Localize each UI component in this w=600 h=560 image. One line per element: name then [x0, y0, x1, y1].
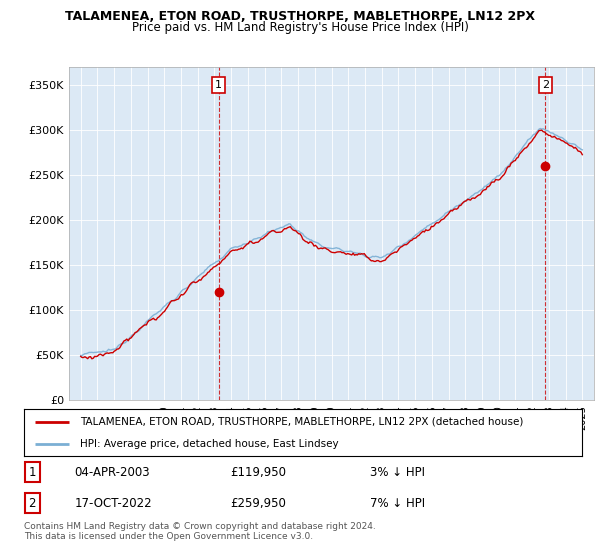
Text: 2: 2 — [542, 80, 549, 90]
Text: 1: 1 — [29, 465, 36, 479]
Text: HPI: Average price, detached house, East Lindsey: HPI: Average price, detached house, East… — [80, 438, 338, 449]
Text: Price paid vs. HM Land Registry's House Price Index (HPI): Price paid vs. HM Land Registry's House … — [131, 21, 469, 34]
Text: £259,950: £259,950 — [230, 497, 286, 510]
Text: 2: 2 — [29, 497, 36, 510]
Text: TALAMENEA, ETON ROAD, TRUSTHORPE, MABLETHORPE, LN12 2PX: TALAMENEA, ETON ROAD, TRUSTHORPE, MABLET… — [65, 10, 535, 23]
Text: 3% ↓ HPI: 3% ↓ HPI — [370, 465, 425, 479]
Text: TALAMENEA, ETON ROAD, TRUSTHORPE, MABLETHORPE, LN12 2PX (detached house): TALAMENEA, ETON ROAD, TRUSTHORPE, MABLET… — [80, 417, 523, 427]
Text: 17-OCT-2022: 17-OCT-2022 — [74, 497, 152, 510]
Text: Contains HM Land Registry data © Crown copyright and database right 2024.
This d: Contains HM Land Registry data © Crown c… — [24, 522, 376, 542]
Text: £119,950: £119,950 — [230, 465, 286, 479]
Text: 1: 1 — [215, 80, 222, 90]
Text: 04-APR-2003: 04-APR-2003 — [74, 465, 150, 479]
Text: 7% ↓ HPI: 7% ↓ HPI — [370, 497, 425, 510]
